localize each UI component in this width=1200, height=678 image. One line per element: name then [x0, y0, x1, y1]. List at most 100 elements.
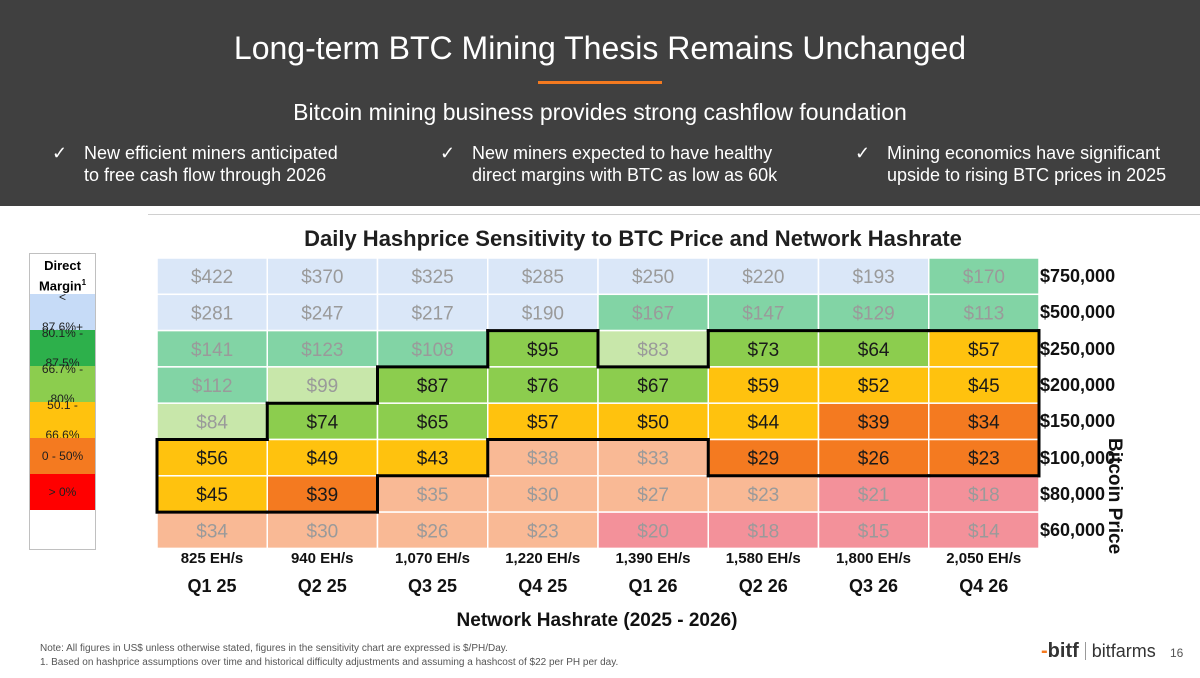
btc-price-label: $250,000 [1040, 338, 1116, 359]
cell-value: $84 [196, 412, 228, 433]
cell-value: $285 [522, 267, 564, 288]
cell-value: $83 [637, 340, 669, 361]
heatmap-cell [487, 438, 599, 477]
heatmap-cell [817, 511, 930, 550]
cell-value: $45 [196, 485, 228, 506]
legend-item: 0 - 50% [30, 438, 95, 474]
quarter-label: Q2 25 [297, 576, 347, 596]
heatmap-cell [817, 329, 930, 368]
checkmark-icon: ✓ [440, 143, 456, 163]
heatmap-cell [487, 366, 599, 404]
footnote-1: 1. Based on hashprice assumptions over t… [40, 657, 619, 668]
cell-value: $18 [748, 521, 780, 542]
page-number: 16 [1170, 646, 1184, 660]
heatmap-cell [817, 257, 930, 296]
heatmap-cell [597, 438, 709, 477]
btc-price-label: $200,000 [1040, 374, 1116, 395]
cell-value: $35 [417, 485, 449, 506]
heatmap-cell [817, 293, 930, 332]
page-subtitle: Bitcoin mining business provides strong … [293, 99, 907, 125]
cell-value: $73 [748, 340, 780, 361]
direct-margin-legend: Direct Margin1 <87.6%+ 80.1% -87.5% 66.7% -… [29, 253, 96, 550]
cell-value: $33 [637, 449, 669, 470]
heatmap-cell [487, 402, 599, 441]
hashrate-label: 1,390 EH/s [615, 550, 691, 567]
btc-price-label: $80,000 [1040, 483, 1106, 504]
bullet-text: New efficient miners anticipated to free … [84, 143, 338, 185]
cell-value: $52 [858, 376, 890, 397]
cell-value: $57 [968, 340, 1000, 361]
heatmap-cell [928, 511, 1040, 550]
cell-value: $57 [527, 412, 559, 433]
cell-value: $281 [191, 303, 233, 324]
cell-value: $26 [858, 449, 890, 470]
cell-value: $74 [307, 412, 339, 433]
bullet-text: Mining economics have significant upside … [887, 143, 1167, 185]
y-axis-title: Bitcoin Price [1104, 438, 1125, 555]
cell-value: $27 [637, 485, 669, 506]
heatmap-cell [707, 475, 820, 513]
quarter-label: Q4 25 [518, 576, 568, 596]
cell-value: $422 [191, 267, 233, 288]
heatmap-cell [707, 257, 820, 296]
quarter-label: Q3 26 [848, 576, 899, 596]
cell-value: $325 [411, 267, 453, 288]
heatmap-cell [707, 511, 820, 550]
cell-value: $20 [637, 521, 669, 542]
cell-value: $38 [527, 449, 559, 470]
cell-value: $250 [632, 267, 674, 288]
cell-value: $170 [963, 267, 1005, 288]
cell-value: $34 [968, 412, 1000, 433]
cell-value: $193 [852, 267, 894, 288]
cell-value: $29 [748, 449, 780, 470]
heatmap-cell [156, 293, 268, 332]
btc-price-label: $750,000 [1040, 266, 1116, 286]
logo-mark: bitf [1047, 640, 1079, 662]
cell-value: $21 [858, 485, 890, 506]
title-underline [538, 81, 662, 84]
cell-value: $95 [527, 340, 559, 361]
cell-value: $23 [968, 449, 1000, 470]
cell-value: $56 [196, 449, 228, 470]
cell-value: $76 [527, 376, 559, 397]
cell-value: $30 [527, 485, 559, 506]
heatmap-cell [487, 293, 599, 332]
hashrate-label: 1,220 EH/s [505, 550, 581, 567]
cell-value: $45 [968, 376, 1000, 397]
cell-value: $141 [191, 340, 233, 361]
heatmap-cell [487, 475, 599, 513]
hashrate-label: 940 EH/s [290, 550, 354, 567]
bitfarms-logo: -bitf bitfarms [1041, 640, 1156, 662]
cell-value: $123 [301, 340, 343, 361]
chart-title: Daily Hashprice Sensitivity to BTC Price… [304, 226, 962, 251]
cell-value: $15 [858, 521, 890, 542]
heatmap-cell [597, 511, 709, 550]
checkmark-icon: ✓ [52, 143, 68, 163]
heatmap-cell [266, 511, 379, 550]
cell-value: $14 [968, 521, 1000, 542]
btc-price-label: $60,000 [1040, 520, 1106, 541]
cell-value: $247 [301, 303, 343, 324]
heatmap-cell [707, 366, 820, 404]
heatmap-cell [597, 402, 709, 441]
heatmap-cell [376, 511, 489, 550]
heatmap-cell [266, 366, 379, 404]
cell-value: $59 [748, 376, 780, 397]
checkmark-icon: ✓ [855, 143, 871, 163]
hashrate-label: 1,800 EH/s [835, 550, 912, 567]
hashrate-label: 1,070 EH/s [394, 550, 471, 567]
cell-value: $49 [307, 449, 339, 470]
cell-value: $217 [411, 303, 453, 324]
cell-value: $43 [417, 449, 449, 470]
legend-item: 66.7% -80% [30, 362, 95, 406]
cell-value: $370 [301, 267, 343, 288]
cell-value: $50 [637, 412, 669, 433]
cell-value: $220 [742, 267, 784, 288]
heatmap-cell [156, 438, 268, 477]
cell-value: $99 [307, 376, 339, 397]
cell-value: $64 [858, 340, 890, 361]
cell-value: $129 [852, 303, 894, 324]
cell-value: $44 [748, 412, 780, 433]
cell-value: $39 [858, 412, 890, 433]
